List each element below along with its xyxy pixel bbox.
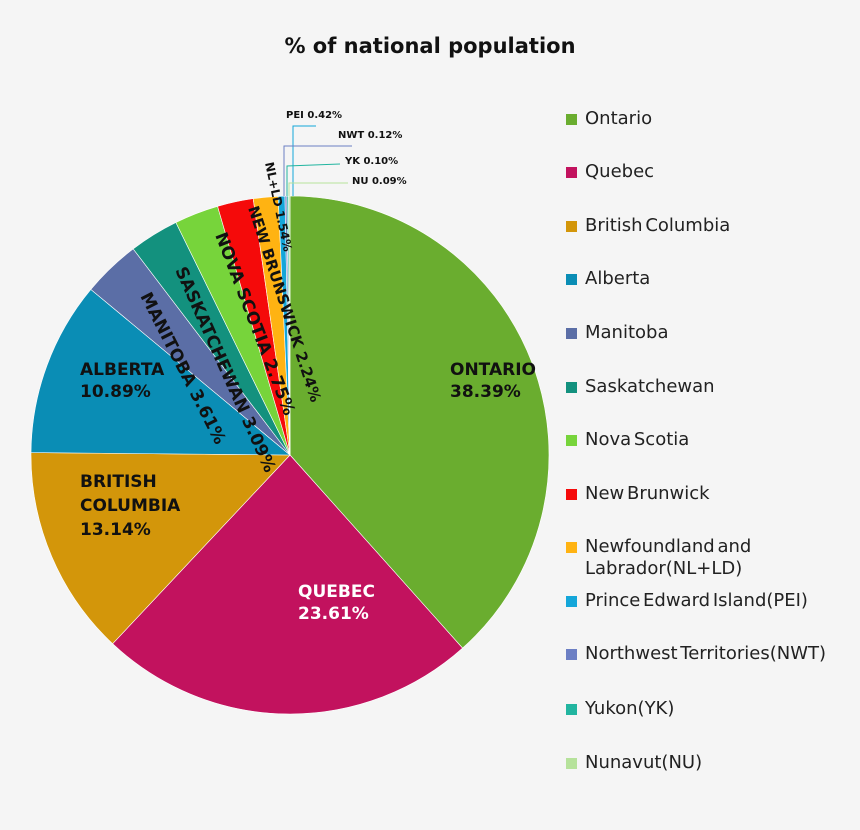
legend-swatch — [566, 704, 577, 715]
legend-item: Saskatchewan — [566, 376, 715, 398]
pie-slice-british-columbia — [30, 452, 291, 645]
legend-swatch — [566, 758, 577, 769]
legend-label: Manitoba — [585, 322, 669, 343]
legend-swatch — [566, 649, 577, 660]
slice-label: PEI 0.42% — [286, 110, 342, 121]
legend-swatch — [566, 435, 577, 446]
legend-swatch — [566, 114, 577, 125]
legend-swatch — [566, 596, 577, 607]
legend-label: Nunavut(NU) — [585, 752, 703, 773]
legend-swatch — [566, 221, 577, 232]
slice-label: ONTARIO 38.39% — [450, 360, 536, 402]
slice-label: QUEBEC 23.61% — [298, 582, 375, 624]
legend-item: Nunavut(NU) — [566, 752, 702, 774]
slice-label: NU 0.09% — [352, 176, 407, 187]
legend-swatch — [566, 274, 577, 285]
legend-item: Newfoundland and Labrador(NL+LD) — [566, 536, 751, 580]
legend-item: Alberta — [566, 268, 650, 290]
legend-item: New Brunwick — [566, 483, 710, 505]
pie-slice-quebec — [112, 454, 463, 715]
legend-item: Manitoba — [566, 322, 669, 344]
legend-label: Northwest Territories(NWT) — [585, 643, 827, 664]
legend-label: Prince Edward Island(PEI) — [585, 590, 808, 611]
callout-line — [288, 182, 348, 196]
callout-line — [286, 163, 341, 196]
legend-swatch — [566, 489, 577, 500]
slice-label: YK 0.10% — [344, 156, 398, 167]
slice-label: ALBERTA 10.89% — [80, 360, 165, 402]
legend-label: Saskatchewan — [585, 376, 715, 397]
legend-item: Yukon(YK) — [566, 698, 674, 720]
legend-item: Ontario — [566, 108, 652, 130]
legend-item: British Columbia — [566, 215, 730, 237]
legend-label: New Brunwick — [585, 483, 710, 504]
legend-label: Yukon(YK) — [585, 698, 675, 719]
slice-label: NWT 0.12% — [338, 130, 402, 141]
chart-title: % of national population — [284, 34, 576, 58]
legend-item: Prince Edward Island(PEI) — [566, 590, 808, 612]
legend-item: Nova Scotia — [566, 429, 689, 451]
callout-line — [292, 125, 316, 196]
legend-label: Quebec — [585, 161, 655, 182]
legend-swatch — [566, 382, 577, 393]
legend-label: Newfoundland and Labrador(NL+LD) — [585, 536, 752, 579]
slice-label: BRITISH COLUMBIA 13.14% — [80, 472, 181, 540]
legend-swatch — [566, 328, 577, 339]
legend-label: British Columbia — [585, 215, 731, 236]
legend-swatch — [566, 167, 577, 178]
legend-label: Alberta — [585, 268, 651, 289]
pie-slice-alberta — [30, 288, 291, 456]
legend-item: Quebec — [566, 161, 654, 183]
pie-slice-ontario — [289, 195, 550, 649]
callout-line — [283, 145, 352, 196]
legend-item: Northwest Territories(NWT) — [566, 643, 826, 665]
legend-label: Nova Scotia — [585, 429, 690, 450]
legend-label: Ontario — [585, 108, 653, 129]
legend-swatch — [566, 542, 577, 553]
